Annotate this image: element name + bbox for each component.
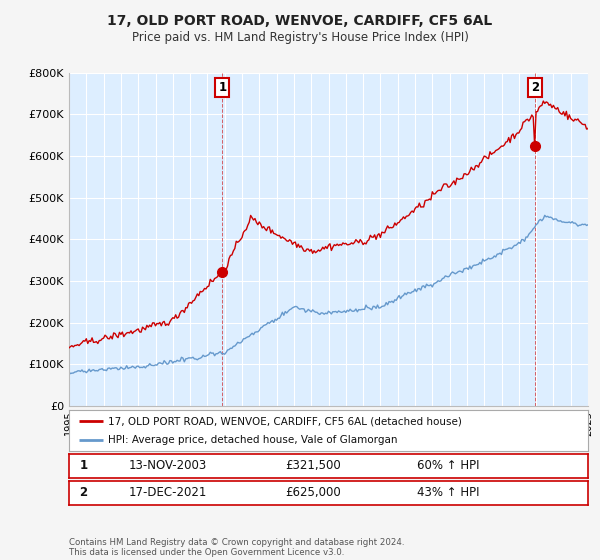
Text: HPI: Average price, detached house, Vale of Glamorgan: HPI: Average price, detached house, Vale…	[108, 435, 397, 445]
Text: 2: 2	[79, 486, 88, 500]
Text: 13-NOV-2003: 13-NOV-2003	[128, 459, 207, 473]
Text: Price paid vs. HM Land Registry's House Price Index (HPI): Price paid vs. HM Land Registry's House …	[131, 31, 469, 44]
Text: £625,000: £625,000	[285, 486, 341, 500]
Text: 17, OLD PORT ROAD, WENVOE, CARDIFF, CF5 6AL (detached house): 17, OLD PORT ROAD, WENVOE, CARDIFF, CF5 …	[108, 417, 462, 427]
Text: 17-DEC-2021: 17-DEC-2021	[128, 486, 207, 500]
Text: 1: 1	[79, 459, 88, 473]
Text: 1: 1	[218, 81, 227, 94]
Text: £321,500: £321,500	[285, 459, 341, 473]
Text: 60% ↑ HPI: 60% ↑ HPI	[416, 459, 479, 473]
Text: 17, OLD PORT ROAD, WENVOE, CARDIFF, CF5 6AL: 17, OLD PORT ROAD, WENVOE, CARDIFF, CF5 …	[107, 14, 493, 28]
Text: 43% ↑ HPI: 43% ↑ HPI	[416, 486, 479, 500]
Text: Contains HM Land Registry data © Crown copyright and database right 2024.
This d: Contains HM Land Registry data © Crown c…	[69, 538, 404, 557]
Text: 2: 2	[531, 81, 539, 94]
